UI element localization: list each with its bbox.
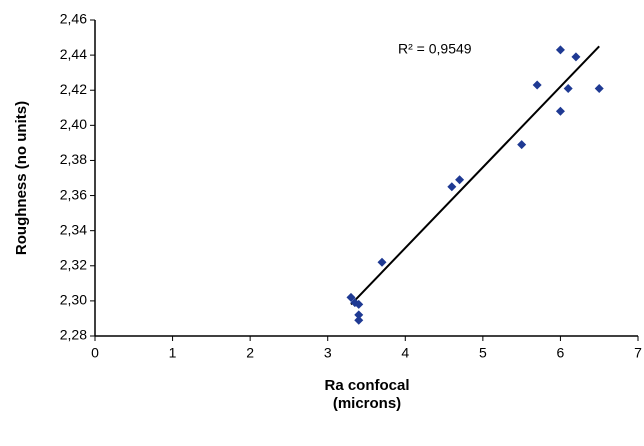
- data-point: [354, 299, 364, 309]
- data-point: [447, 182, 457, 192]
- data-point: [555, 106, 565, 116]
- y-tick-label: 2,38: [60, 151, 87, 167]
- y-tick-label: 2,42: [60, 81, 87, 97]
- x-tick-label: 2: [246, 345, 254, 361]
- r-squared-annotation: R² = 0,9549: [398, 41, 472, 57]
- x-tick-label: 7: [634, 345, 642, 361]
- x-axis-title: (microns): [333, 395, 401, 412]
- data-point: [555, 45, 565, 55]
- data-point: [455, 175, 465, 185]
- x-tick-label: 5: [479, 345, 487, 361]
- y-tick-label: 2,34: [60, 221, 87, 237]
- data-point: [346, 292, 356, 302]
- y-tick-label: 2,36: [60, 186, 87, 202]
- y-axis-title: Roughness (no units): [13, 101, 30, 255]
- x-tick-label: 0: [91, 345, 99, 361]
- data-point: [563, 83, 573, 93]
- trendline: [350, 45, 600, 306]
- y-tick-label: 2,40: [60, 116, 87, 132]
- y-tick-label: 2,32: [60, 256, 87, 272]
- y-tick-label: 2,28: [60, 327, 87, 343]
- data-point: [354, 315, 364, 325]
- x-tick-label: 3: [324, 345, 332, 361]
- x-tick-label: 6: [557, 345, 565, 361]
- data-point: [377, 257, 387, 267]
- x-tick-label: 4: [401, 345, 409, 361]
- y-tick-label: 2,44: [60, 46, 87, 62]
- data-point: [571, 52, 581, 62]
- x-tick-label: 1: [169, 345, 177, 361]
- data-point: [354, 310, 364, 320]
- x-axis-title: Ra confocal: [324, 377, 409, 394]
- y-tick-label: 2,46: [60, 11, 87, 27]
- data-point: [517, 140, 527, 150]
- data-point: [594, 83, 604, 93]
- y-tick-label: 2,30: [60, 292, 87, 308]
- data-point: [532, 80, 542, 90]
